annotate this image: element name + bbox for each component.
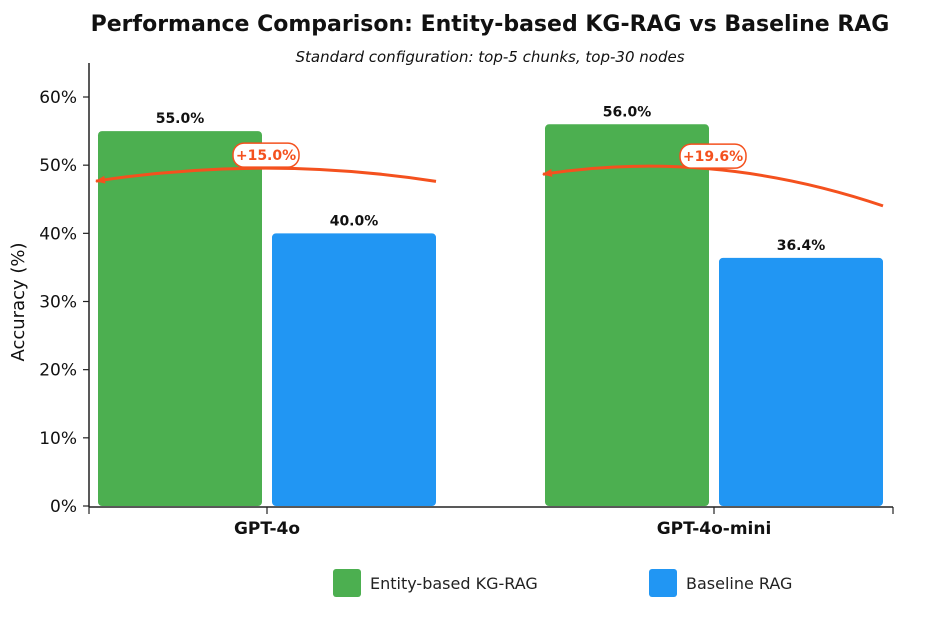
x-tick-label: GPT-4o [234, 519, 300, 539]
legend-swatch [649, 569, 677, 597]
bar-value-label: 56.0% [603, 104, 652, 120]
y-axis-ticks: 0% 10% 20% 30% 40% 50% 60% [39, 88, 89, 517]
y-tick-label: 0% [50, 497, 77, 517]
y-tick-label: 40% [39, 224, 77, 244]
x-tick-label: GPT-4o-mini [657, 519, 772, 539]
bar-value-label: 36.4% [777, 238, 826, 254]
improvement-arrow [542, 164, 884, 208]
y-tick-label: 10% [39, 429, 77, 449]
legend-swatch [333, 569, 361, 597]
y-tick-label: 50% [39, 156, 77, 176]
bars [98, 124, 883, 507]
improvement-label-box [232, 142, 300, 168]
value-labels: 55.0% 40.0% 56.0% 36.4% [156, 104, 826, 254]
x-axis-ticks: GPT-4o GPT-4o-mini [88, 507, 894, 539]
improvement-label: +19.6% [683, 149, 743, 165]
chart-subtitle: Standard configuration: top-5 chunks, to… [295, 48, 684, 66]
bar-kg-rag-1 [545, 124, 709, 507]
improvement-label: +15.0% [236, 148, 296, 164]
bar-baseline-rag-1 [719, 257, 883, 506]
legend-label: Entity-based KG-RAG [370, 574, 538, 593]
improvement-label-box [679, 143, 747, 169]
legend-label: Baseline RAG [686, 574, 792, 593]
bar-value-label: 55.0% [156, 111, 205, 127]
improvement-annotations: +15.0% +19.6% [95, 142, 884, 208]
bar-kg-rag-0 [98, 131, 262, 507]
y-tick-label: 30% [39, 293, 77, 313]
bar-baseline-rag-0 [272, 233, 436, 507]
legend: Entity-based KG-RAG Baseline RAG [333, 569, 792, 597]
y-axis-label: Accuracy (%) [8, 242, 29, 361]
y-tick-label: 60% [39, 88, 77, 108]
y-tick-label: 20% [39, 361, 77, 381]
chart-title: Performance Comparison: Entity-based KG-… [91, 12, 890, 37]
improvement-arrow [95, 166, 437, 184]
bar-value-label: 40.0% [330, 213, 379, 229]
